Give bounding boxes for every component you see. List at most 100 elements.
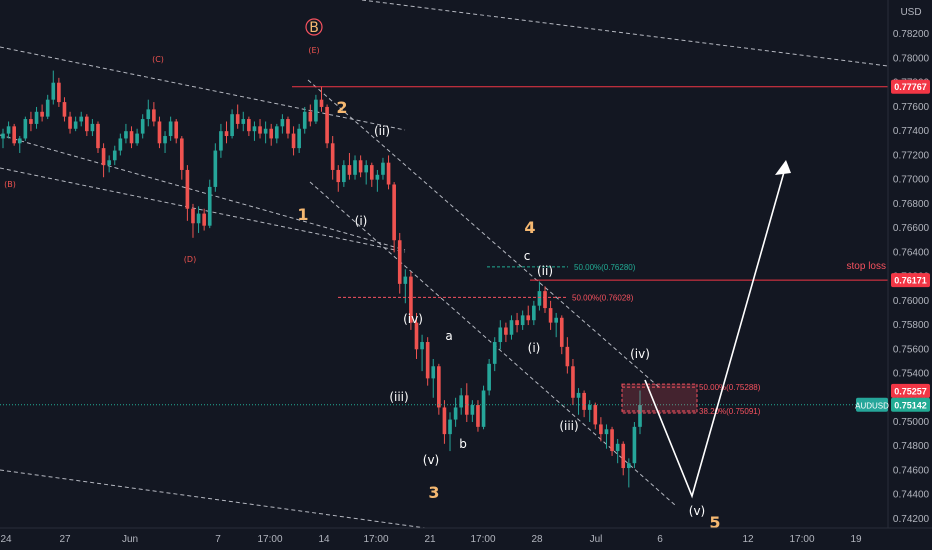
channel-lower-line bbox=[0, 167, 406, 253]
candle-body bbox=[498, 327, 503, 343]
wave-labels: B 1 2 3 4 5 (i) (ii) (iii) (iv) (v) (i) … bbox=[4, 18, 886, 532]
candle bbox=[302, 106, 307, 134]
candle-body bbox=[118, 138, 123, 151]
candle-body bbox=[437, 366, 441, 408]
candle bbox=[392, 182, 396, 253]
price-tag: 0.76171 bbox=[891, 273, 930, 288]
y-tick-label: 0.75800 bbox=[893, 320, 930, 331]
minor-wave-a: a bbox=[445, 329, 452, 343]
candle bbox=[101, 143, 106, 178]
candle bbox=[610, 426, 614, 456]
candle-body bbox=[347, 165, 352, 175]
candle bbox=[437, 363, 441, 415]
candle-body bbox=[129, 131, 134, 144]
candle-body bbox=[621, 443, 626, 469]
candle-body bbox=[504, 327, 508, 335]
candle bbox=[174, 119, 179, 144]
y-tick-label: 0.77600 bbox=[893, 102, 930, 113]
candle bbox=[526, 305, 531, 326]
candle-body bbox=[45, 99, 50, 117]
candle-body bbox=[196, 213, 201, 224]
candle-body bbox=[308, 111, 313, 122]
candle-body bbox=[638, 405, 642, 427]
stop-loss-label: stop loss bbox=[847, 261, 886, 272]
candle-body bbox=[403, 276, 408, 284]
candle-body bbox=[587, 405, 592, 410]
candle bbox=[593, 402, 598, 430]
candle-body bbox=[520, 315, 525, 326]
candle-body bbox=[68, 116, 72, 129]
candle bbox=[90, 119, 95, 137]
y-tick-label: 0.76800 bbox=[893, 199, 930, 210]
symbol-badge-background bbox=[856, 397, 888, 412]
candle bbox=[397, 232, 402, 294]
y-tick-label: 0.76600 bbox=[893, 223, 930, 234]
candle bbox=[548, 300, 553, 330]
x-tick-label: 17:00 bbox=[470, 534, 495, 545]
candle-body bbox=[369, 165, 374, 180]
candle bbox=[241, 111, 246, 132]
candle bbox=[308, 104, 313, 127]
minor-wave-ii-2: (ii) bbox=[537, 264, 553, 278]
candle-body bbox=[537, 291, 542, 306]
candle bbox=[347, 152, 352, 180]
candle bbox=[487, 358, 491, 396]
minor-wave-c: c bbox=[524, 249, 531, 263]
y-tick-label: 0.74800 bbox=[893, 441, 930, 452]
price-tag-label: 0.77767 bbox=[894, 82, 927, 92]
candle-body bbox=[492, 342, 497, 364]
time-axis[interactable]: 24 27 Jun 7 17:00 14 17:00 21 17:00 28 Jul 6 12 17:00… bbox=[0, 527, 932, 550]
price-axis[interactable]: USD 0.782000.780000.778000.776000.774000… bbox=[855, 0, 932, 528]
candle-body bbox=[73, 121, 78, 129]
candle bbox=[269, 123, 274, 146]
y-tick-label: 0.77400 bbox=[893, 126, 930, 137]
corrective-label-b: (B) bbox=[4, 180, 16, 189]
candle bbox=[112, 145, 117, 166]
candle-body bbox=[459, 395, 464, 408]
candle-body bbox=[548, 308, 553, 323]
candle bbox=[291, 126, 296, 156]
candle bbox=[202, 208, 206, 231]
candle bbox=[297, 123, 301, 153]
price-lines bbox=[0, 86, 888, 406]
candle-body bbox=[453, 407, 458, 420]
candle bbox=[442, 400, 447, 444]
trendlines bbox=[0, 0, 889, 531]
x-tick-label: 24 bbox=[0, 534, 12, 545]
candle-body bbox=[1, 133, 5, 139]
candle bbox=[336, 165, 341, 192]
candle-body bbox=[112, 150, 117, 161]
candle-body bbox=[565, 346, 570, 367]
y-tick-label: 0.78000 bbox=[893, 53, 930, 64]
candle-body bbox=[487, 363, 491, 391]
candle bbox=[45, 94, 50, 120]
corrective-label-d: (D) bbox=[184, 255, 196, 264]
candle bbox=[381, 157, 385, 180]
candle-body bbox=[526, 315, 531, 321]
candle-body bbox=[358, 160, 363, 173]
candle-body bbox=[79, 116, 84, 122]
candle-body bbox=[17, 138, 22, 144]
candle-body bbox=[241, 119, 246, 124]
candle bbox=[537, 281, 542, 311]
x-tick-label: 17:00 bbox=[789, 534, 814, 545]
candle bbox=[286, 116, 290, 139]
x-tick-label: 21 bbox=[424, 534, 436, 545]
projection bbox=[621, 160, 791, 499]
candle-body bbox=[582, 392, 586, 410]
candle bbox=[364, 160, 369, 185]
candle-body bbox=[269, 128, 274, 139]
candle-body bbox=[90, 123, 95, 132]
candle-body bbox=[124, 131, 128, 139]
candle bbox=[632, 422, 637, 469]
time-axis-background bbox=[0, 528, 932, 550]
candle-body bbox=[235, 114, 240, 124]
candle bbox=[163, 131, 167, 153]
candle-body bbox=[140, 119, 145, 134]
candle bbox=[470, 400, 475, 422]
candle-body bbox=[604, 429, 609, 435]
candle-body bbox=[6, 126, 11, 134]
x-ticks: 24 27 Jun 7 17:00 14 17:00 21 17:00 28 Jul 6 12 17:00… bbox=[0, 534, 862, 545]
